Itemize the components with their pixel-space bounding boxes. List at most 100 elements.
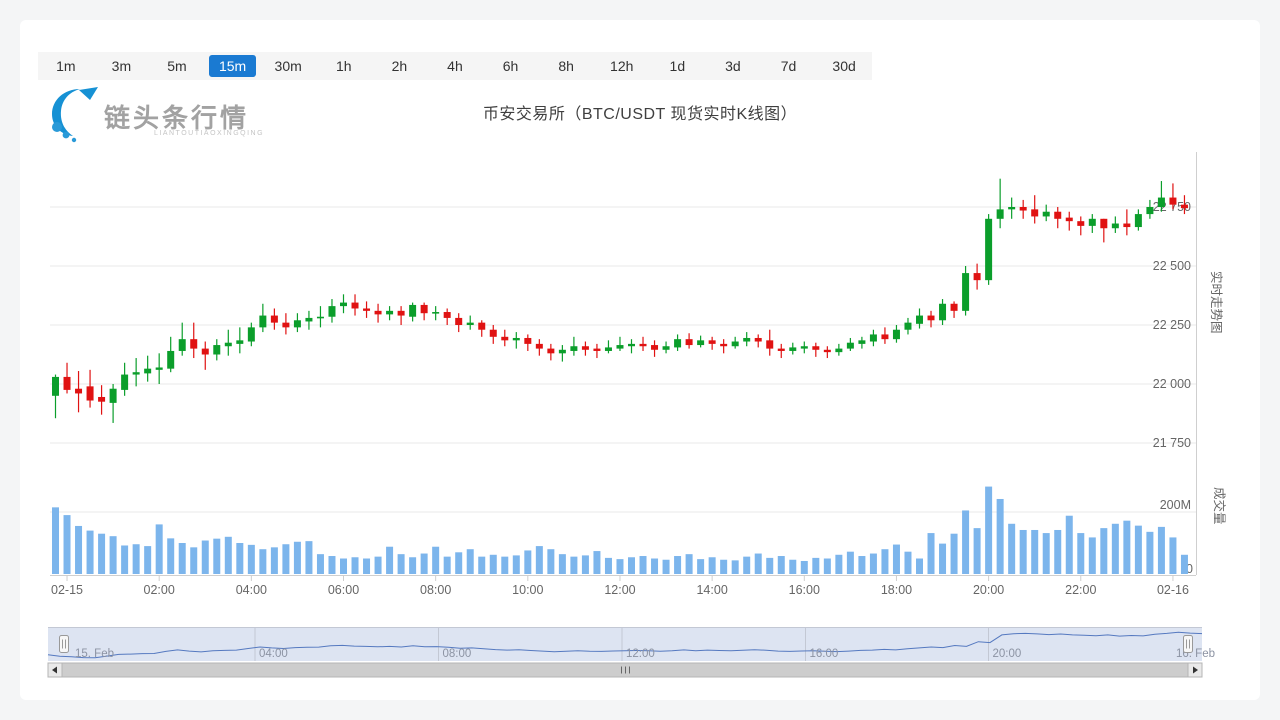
volume-bar xyxy=(270,547,278,574)
timeframe-button-label: 8h xyxy=(558,58,574,74)
candle xyxy=(789,342,797,355)
scrollbar-right-button[interactable] xyxy=(1187,662,1203,678)
volume-bar xyxy=(1111,523,1119,574)
volume-bar xyxy=(731,560,739,574)
candle xyxy=(720,339,728,354)
timeframe-button-label: 1d xyxy=(669,58,686,74)
price-axis-label: 21 750 xyxy=(1153,436,1191,450)
volume-bar xyxy=(190,547,198,574)
logo-subtext: LIANTOUTIAOXINGQING xyxy=(154,130,265,137)
candle xyxy=(328,299,336,323)
candle xyxy=(823,346,831,359)
navigator-label: 08:00 xyxy=(443,648,472,660)
timeframe-button-label: 5m xyxy=(167,58,187,74)
candle xyxy=(316,306,324,328)
candle xyxy=(835,343,843,356)
timeframe-button-1d[interactable]: 1d xyxy=(650,52,706,80)
candle xyxy=(581,341,589,356)
candle xyxy=(812,342,820,357)
timeframe-button-label: 3m xyxy=(111,58,132,74)
navigator-left-handle[interactable] xyxy=(59,635,69,653)
x-axis-label: 14:00 xyxy=(696,583,727,597)
x-axis-label: 06:00 xyxy=(328,583,359,597)
candle xyxy=(1054,207,1062,229)
timeframe-button-1h[interactable]: 1h xyxy=(316,52,372,80)
timeframe-button-30m[interactable]: 30m xyxy=(260,52,316,80)
volume-bar xyxy=(881,549,889,574)
timeframe-button-label: 12h xyxy=(610,58,634,74)
volume-pane-title: 成交量 xyxy=(1212,487,1227,525)
volume-bar xyxy=(374,556,382,574)
price-axis-label: 22 500 xyxy=(1153,259,1191,273)
volume-bar xyxy=(224,536,232,574)
volume-bar xyxy=(1180,554,1188,574)
volume-bar xyxy=(1088,537,1096,574)
candle xyxy=(1134,209,1142,231)
candle xyxy=(1008,197,1016,219)
candle xyxy=(927,310,935,328)
timeframe-button-3d[interactable]: 3d xyxy=(705,52,761,80)
logo-text: 链头条行情 xyxy=(104,103,250,133)
timeframe-button-15m[interactable]: 15m xyxy=(205,52,261,80)
timeframe-button-12h[interactable]: 12h xyxy=(594,52,650,80)
volume-bar xyxy=(386,546,394,574)
candle xyxy=(939,299,947,325)
volume-bar xyxy=(535,546,543,574)
volume-axis-label: 200M xyxy=(1160,498,1191,512)
x-axis-label: 16:00 xyxy=(789,583,820,597)
timeframe-button-5m[interactable]: 5m xyxy=(149,52,205,80)
timeframe-button-1m[interactable]: 1m xyxy=(38,52,94,80)
timeframe-button-6h[interactable]: 6h xyxy=(483,52,539,80)
candle xyxy=(86,369,94,408)
candle xyxy=(685,333,693,349)
volume-bar xyxy=(869,553,877,574)
timeframe-button-label: 6h xyxy=(502,58,519,74)
candle xyxy=(478,320,486,337)
candle xyxy=(455,313,463,333)
volume-bar xyxy=(812,557,820,574)
navigator-mask[interactable] xyxy=(48,627,1202,661)
volume-bar xyxy=(892,544,900,574)
volume-bar xyxy=(939,543,947,574)
timeframe-button-2h[interactable]: 2h xyxy=(372,52,428,80)
timeframe-button-3m[interactable]: 3m xyxy=(94,52,150,80)
candle xyxy=(98,385,106,415)
volume-bar xyxy=(512,555,520,574)
timeframe-button-label: 15m xyxy=(208,55,257,77)
candle xyxy=(639,336,647,351)
volume-bar xyxy=(1065,515,1073,574)
candle xyxy=(570,336,578,356)
candle xyxy=(777,343,785,359)
candle xyxy=(754,334,762,348)
volume-bar xyxy=(1134,525,1142,574)
volume-bar xyxy=(800,560,808,574)
candle xyxy=(443,308,451,325)
scrollbar-left-button[interactable] xyxy=(47,662,63,678)
candle xyxy=(155,353,163,384)
timeframe-bar: 1m 3m 5m 15m 30m 1h 2h 4h 6h 8h 12h 1d 3d 7d 30d xyxy=(38,52,872,80)
candle xyxy=(892,325,900,343)
candle xyxy=(351,294,359,316)
volume-bar xyxy=(639,556,647,574)
volume-bar xyxy=(167,538,175,574)
volume-bar xyxy=(1157,526,1165,574)
candle xyxy=(846,337,854,351)
timeframe-button-30d[interactable]: 30d xyxy=(816,52,872,80)
candle xyxy=(1157,181,1165,212)
navigator-label: 16:00 xyxy=(810,648,839,660)
volume-bar xyxy=(524,550,532,574)
timeframe-button-8h[interactable]: 8h xyxy=(538,52,594,80)
volume-bar xyxy=(75,525,83,574)
candle xyxy=(535,339,543,356)
candle xyxy=(662,341,670,354)
timeframe-button-4h[interactable]: 4h xyxy=(427,52,483,80)
volume-bar xyxy=(904,551,912,574)
candle xyxy=(282,313,290,335)
candle xyxy=(167,336,175,373)
timeframe-button-7d[interactable]: 7d xyxy=(761,52,817,80)
navigator-right-handle[interactable] xyxy=(1183,635,1193,653)
volume-bar xyxy=(651,558,659,574)
candle xyxy=(524,334,532,351)
volume-bar xyxy=(685,554,693,574)
x-axis-label: 04:00 xyxy=(236,583,267,597)
